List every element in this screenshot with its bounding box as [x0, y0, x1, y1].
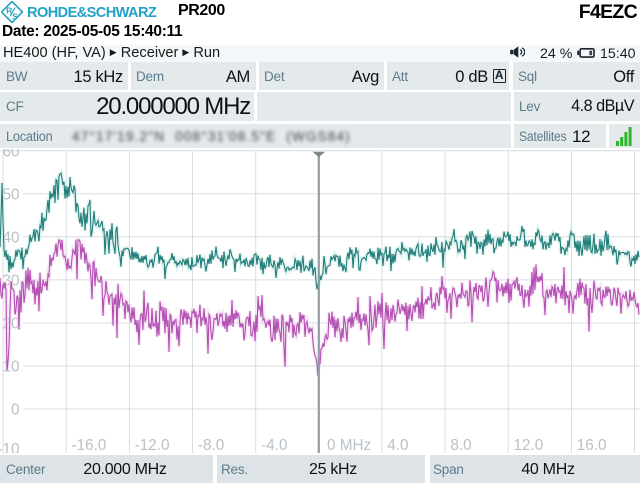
svg-text:-4.0: -4.0: [261, 437, 287, 453]
svg-text:4.0: 4.0: [387, 437, 408, 453]
svg-text:0 MHz: 0 MHz: [327, 437, 371, 453]
svg-text:0: 0: [11, 402, 20, 419]
svg-text:R: R: [6, 6, 12, 16]
svg-text:40: 40: [2, 230, 19, 247]
svg-text:8.0: 8.0: [450, 437, 471, 453]
svg-text:50: 50: [2, 186, 19, 203]
svg-text:-8.0: -8.0: [198, 437, 224, 453]
svg-text:S: S: [12, 11, 18, 21]
svg-text:16.0: 16.0: [577, 437, 607, 453]
svg-text:-10: -10: [0, 441, 20, 453]
svg-text:12.0: 12.0: [514, 437, 544, 453]
svg-text:-12.0: -12.0: [135, 437, 170, 453]
svg-text:-16.0: -16.0: [72, 437, 107, 453]
svg-text:60: 60: [2, 149, 19, 160]
